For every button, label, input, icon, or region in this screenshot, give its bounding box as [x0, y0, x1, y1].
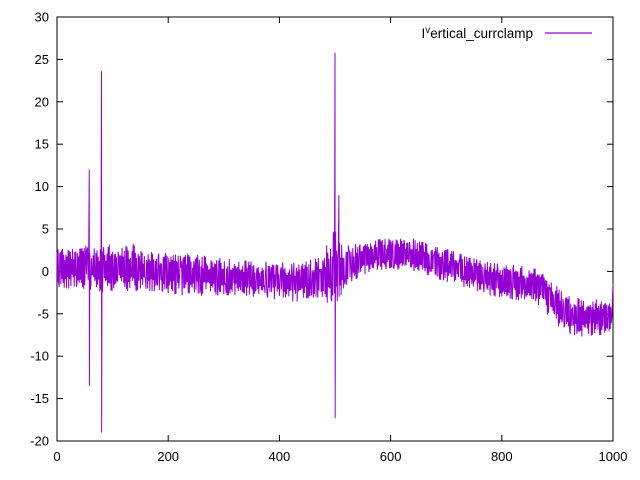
- legend-label-rest: ertical_currclamp: [430, 26, 533, 41]
- signal-trace: [56, 52, 614, 433]
- y-tick-label: 5: [42, 222, 49, 237]
- legend-label: Ivertical_currclamp: [421, 25, 533, 41]
- y-tick-label: -5: [37, 306, 49, 321]
- legend-label-superscript: v: [425, 25, 430, 36]
- x-tick-label: 0: [53, 449, 60, 464]
- x-tick-label: 600: [380, 449, 402, 464]
- y-tick-label: 25: [35, 52, 49, 67]
- y-tick-label: 10: [35, 179, 49, 194]
- y-tick-label: 15: [35, 137, 49, 152]
- y-tick-label: -20: [30, 434, 49, 449]
- legend-label-prefix: I: [421, 26, 425, 41]
- y-tick-label: -10: [30, 349, 49, 364]
- y-tick-label: 30: [35, 10, 49, 25]
- x-tick-label: 400: [269, 449, 291, 464]
- x-tick-label: 800: [491, 449, 513, 464]
- y-tick-label: -15: [30, 391, 49, 406]
- y-tick-label: 0: [42, 264, 49, 279]
- x-tick-label: 1000: [599, 449, 628, 464]
- x-tick-label: 200: [157, 449, 179, 464]
- y-tick-label: 20: [35, 94, 49, 109]
